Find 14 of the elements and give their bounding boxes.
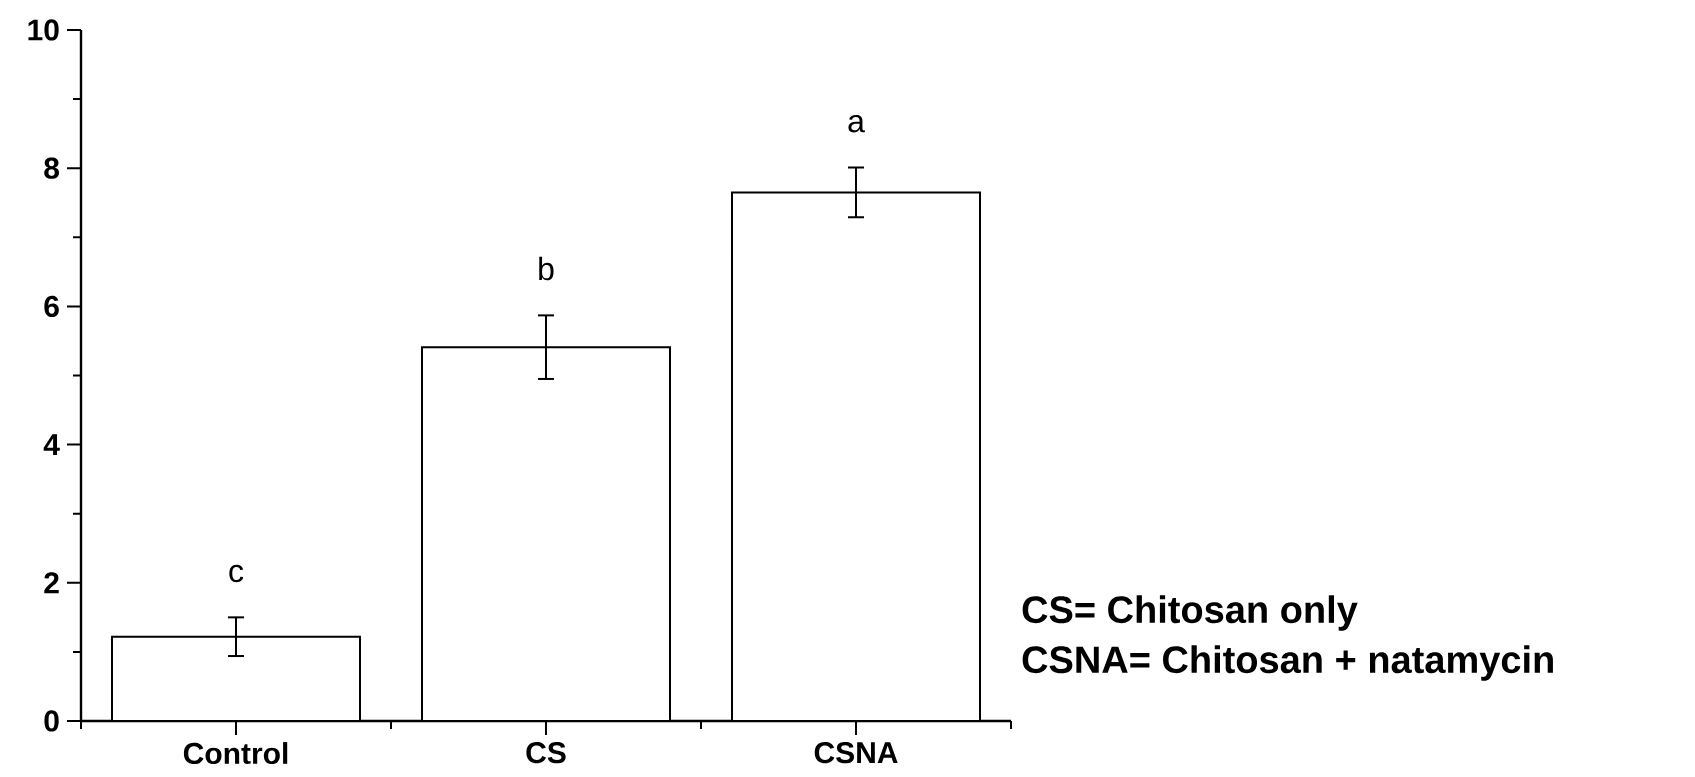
x-tick-label: CS [526,742,566,764]
y-tick-label: 10 [28,19,59,41]
text: CSNA= Chitosan + natamycin [1022,645,1553,681]
y-tick-label: 6 [44,295,59,318]
annotation: a [848,114,865,133]
x-tick-label: CSNA [814,742,898,764]
y-tick-label: 0 [44,710,59,732]
y-tick-label: 8 [44,157,59,179]
text: CS= Chitosan only [1022,595,1358,631]
y-tick-label: 2 [44,572,59,594]
x-tick-label: Control [183,742,288,765]
annotation: b [539,256,554,281]
annotation: c [229,564,244,583]
y-tick-label: 4 [43,434,60,455]
